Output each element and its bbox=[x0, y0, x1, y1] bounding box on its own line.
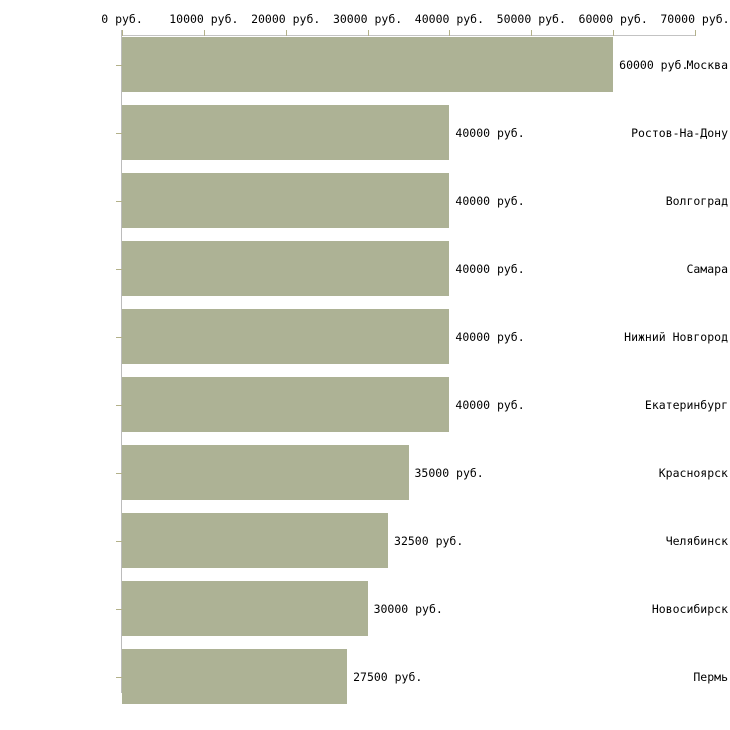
x-axis-tick-label: 20000 руб. bbox=[251, 12, 321, 26]
bar-value-label: 40000 руб. bbox=[455, 193, 525, 208]
x-axis-tick bbox=[285, 30, 287, 36]
x-axis-tick-label: 50000 руб. bbox=[496, 12, 566, 26]
y-axis-tick bbox=[116, 64, 122, 66]
x-axis-tick bbox=[367, 30, 369, 36]
y-axis-tick bbox=[116, 132, 122, 134]
x-axis-line bbox=[122, 35, 696, 36]
x-axis-tick-label: 40000 руб. bbox=[414, 12, 485, 26]
bar-category-label: Ростов-На-Дону bbox=[631, 125, 728, 140]
bar-value-label: 40000 руб. bbox=[455, 329, 525, 344]
x-axis-tick bbox=[449, 30, 451, 36]
y-axis-tick bbox=[116, 200, 122, 202]
bar-category-label: Екатеринбург bbox=[644, 397, 728, 412]
bar[interactable] bbox=[122, 445, 409, 500]
y-axis-tick bbox=[116, 540, 122, 542]
bar[interactable] bbox=[122, 173, 450, 228]
bar-category-label: Самара bbox=[686, 261, 728, 276]
bar-category-label: Новосибирск bbox=[651, 601, 728, 616]
y-axis-tick bbox=[116, 336, 122, 338]
bar-category-label: Нижний Новгород bbox=[624, 329, 728, 344]
y-axis-tick bbox=[116, 268, 122, 270]
bar[interactable] bbox=[122, 377, 450, 432]
x-axis-tick-label: 10000 руб. bbox=[169, 12, 239, 26]
bar-value-label: 32500 руб. bbox=[394, 533, 464, 548]
x-axis-tick bbox=[122, 30, 123, 36]
y-axis-tick bbox=[116, 608, 122, 610]
x-axis-tick bbox=[695, 30, 696, 36]
bar-value-label: 40000 руб. bbox=[455, 397, 525, 412]
x-axis-tick-label: 30000 руб. bbox=[332, 12, 403, 26]
bar[interactable] bbox=[122, 581, 368, 636]
bar[interactable] bbox=[122, 105, 450, 160]
bar-category-label: Волгоград bbox=[665, 193, 728, 208]
bar-value-label: 27500 руб. bbox=[353, 669, 423, 684]
bar[interactable] bbox=[122, 649, 348, 704]
x-axis-tick-label: 60000 руб. bbox=[578, 12, 648, 26]
y-axis-tick bbox=[116, 472, 122, 474]
bar[interactable] bbox=[122, 241, 450, 296]
bar-category-label: Челябинск bbox=[665, 533, 728, 548]
bar-category-label: Москва bbox=[686, 57, 728, 72]
bar-category-label: Красноярск bbox=[658, 465, 728, 480]
bar-value-label: 60000 руб. bbox=[619, 57, 689, 72]
x-axis-tick-label: 0 руб. bbox=[101, 12, 143, 26]
y-axis-tick bbox=[116, 676, 122, 678]
y-axis-line bbox=[121, 30, 122, 693]
bar-value-label: 35000 руб. bbox=[414, 465, 484, 480]
x-axis-tick bbox=[531, 30, 533, 36]
bar-value-label: 40000 руб. bbox=[455, 261, 525, 276]
x-axis-tick-label: 70000 руб. bbox=[660, 12, 730, 26]
bar-category-label: Пермь bbox=[693, 669, 728, 684]
x-axis-tick bbox=[613, 30, 615, 36]
bar[interactable] bbox=[122, 309, 450, 364]
bar-value-label: 40000 руб. bbox=[455, 125, 525, 140]
bar[interactable] bbox=[122, 513, 389, 568]
y-axis-tick bbox=[116, 404, 122, 406]
bar-value-label: 30000 руб. bbox=[373, 601, 443, 616]
x-axis-tick bbox=[203, 30, 205, 36]
bar[interactable] bbox=[122, 37, 614, 92]
